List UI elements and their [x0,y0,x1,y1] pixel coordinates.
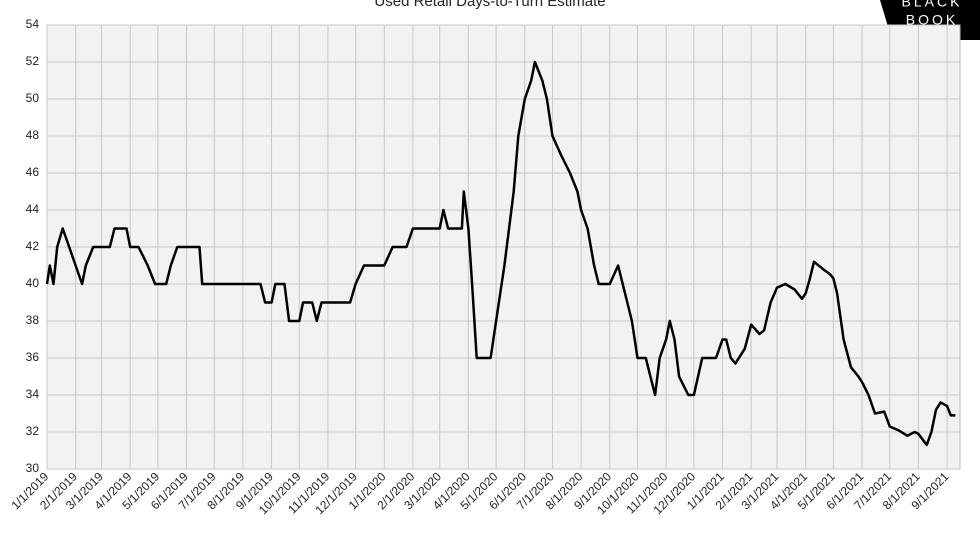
y-tick-label: 54 [26,17,40,31]
y-tick-label: 38 [26,313,40,327]
y-tick-label: 44 [26,202,40,216]
y-tick-label: 46 [26,165,40,179]
y-tick-label: 48 [26,128,40,142]
y-tick-label: 32 [26,424,40,438]
y-tick-label: 36 [26,350,40,364]
y-tick-label: 40 [26,276,40,290]
y-tick-label: 52 [26,54,40,68]
y-tick-label: 34 [26,387,40,401]
y-tick-label: 30 [26,461,40,475]
logo-text: BLACK [902,0,963,10]
logo-text: BOOK [906,12,958,28]
y-tick-label: 42 [26,239,40,253]
y-tick-label: 50 [26,91,40,105]
chart-title: Used Retail Days-to-Turn Estimate [374,0,605,10]
line [45,60,956,447]
